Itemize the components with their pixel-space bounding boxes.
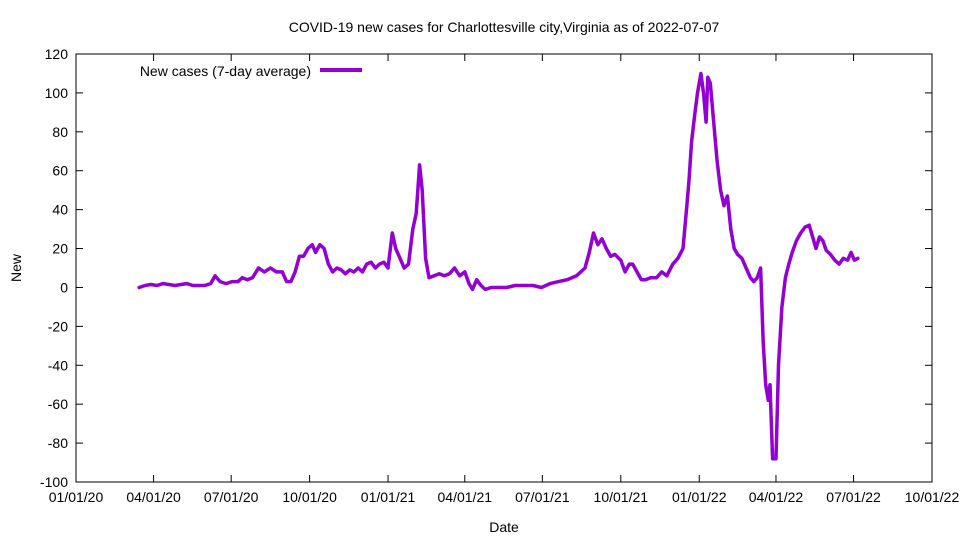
y-axis-label: New: [8, 253, 24, 282]
chart-title: COVID-19 new cases for Charlottesville c…: [289, 19, 720, 35]
x-tick-label: 04/01/21: [438, 489, 493, 505]
y-tick-label: -80: [48, 435, 68, 451]
y-tick-label: 60: [52, 163, 68, 179]
y-tick-label: 0: [60, 279, 68, 295]
x-tick-label: 04/01/22: [749, 489, 804, 505]
legend: New cases (7-day average): [140, 63, 362, 79]
y-tick-label: 80: [52, 124, 68, 140]
y-tick-label: -20: [48, 318, 68, 334]
y-axis: -100 -80 -60 -40 -20 0 20 40 60 80 100 120: [40, 46, 932, 490]
x-tick-label: 04/01/20: [126, 489, 181, 505]
x-tick-label: 01/01/20: [49, 489, 104, 505]
series-line-new-cases: [137, 71, 860, 461]
y-tick-label: 20: [52, 241, 68, 257]
x-tick-label: 10/01/20: [282, 489, 337, 505]
y-tick-label: 100: [45, 85, 69, 101]
y-tick-label: 120: [45, 46, 69, 62]
y-tick-label: -60: [48, 396, 68, 412]
x-axis: 01/01/20 04/01/20 07/01/20 10/01/20 01/01/21…: [49, 54, 960, 505]
x-tick-label: 10/01/22: [905, 489, 960, 505]
x-tick-label: 10/01/21: [594, 489, 649, 505]
y-tick-label: -100: [40, 474, 68, 490]
x-tick-label: 01/01/21: [361, 489, 416, 505]
x-tick-label: 07/01/21: [515, 489, 570, 505]
y-tick-label: 40: [52, 202, 68, 218]
x-axis-label: Date: [489, 519, 519, 535]
y-tick-label: -40: [48, 357, 68, 373]
plot-area-border: [75, 53, 933, 483]
x-tick-label: 07/01/22: [826, 489, 881, 505]
legend-label: New cases (7-day average): [140, 63, 311, 79]
x-tick-label: 01/01/22: [672, 489, 727, 505]
x-tick-label: 07/01/20: [204, 489, 259, 505]
